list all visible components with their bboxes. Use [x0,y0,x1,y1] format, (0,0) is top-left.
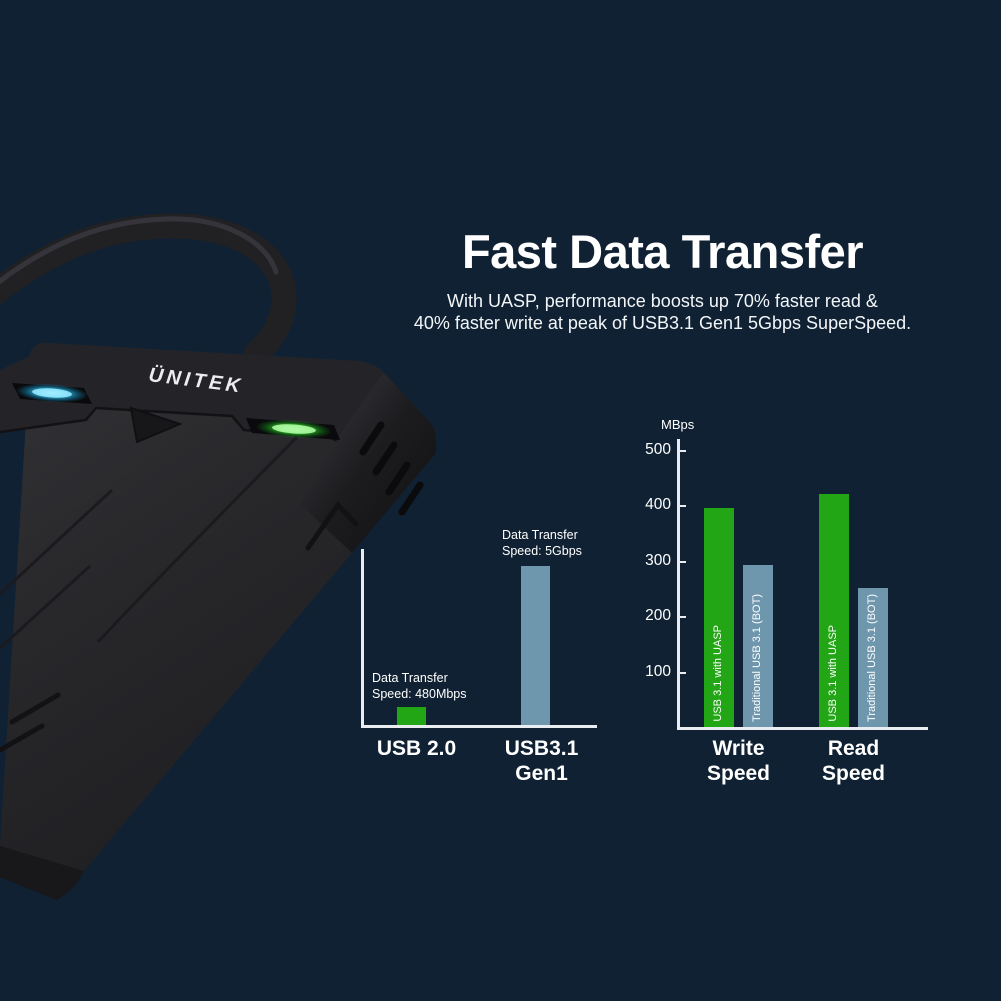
y-tick-mark [680,450,686,452]
x-axis [677,727,928,730]
y-tick-mark [680,671,686,674]
annotation-line: Data Transfer [502,528,578,542]
annotation-line: Speed: 5Gbps [502,544,582,558]
bar-series-label: USB 3.1 with UASP [827,625,839,722]
bar-annotation-usb-2-0: Data Transfer Speed: 480Mbps [372,670,467,702]
y-axis [361,549,364,728]
bar-read-speed-bot: Traditional USB 3.1 (BOT) [858,588,888,727]
y-tick-label: 200 [645,607,671,625]
category-label-usb-3-1-gen1: USB3.1 Gen1 [504,737,579,785]
chart-usb-versions: Data Transfer Speed: 480Mbps Data Transf… [355,520,615,795]
product-photo: ÜNITEK [0,213,436,900]
category-label-read-speed: Read Speed [821,737,886,785]
x-axis [361,725,597,728]
bar-series-label: Traditional USB 3.1 (BOT) [751,594,763,722]
y-tick-mark [680,560,686,563]
bar-series-label: Traditional USB 3.1 (BOT) [866,594,878,722]
chart-speed-comparison: MBps 100 200 300 400 500 USB 3.1 with UASP Tra… [640,415,950,805]
bar-read-speed-uasp: USB 3.1 with UASP [819,494,849,727]
y-tick-label: 100 [645,662,671,680]
subtitle-line-2: 40% faster write at peak of USB3.1 Gen1 … [413,312,912,333]
annotation-line: Data Transfer [372,671,448,685]
y-tick-label: 300 [645,551,671,569]
subtitle: With UASP, performance boosts up 70% fas… [340,291,985,334]
annotation-line: Speed: 480Mbps [372,687,467,701]
y-tick-mark [680,616,686,619]
enclosure-body [0,343,436,900]
bar-series-label: USB 3.1 with UASP [712,625,724,722]
y-tick-mark [680,505,686,508]
y-axis-unit-label: MBps [661,417,695,432]
y-tick-label: 500 [645,441,671,458]
bar-write-speed-bot: Traditional USB 3.1 (BOT) [743,565,773,727]
bar-usb-3-1-gen1 [521,566,550,725]
y-axis [677,439,680,730]
header: Fast Data Transfer With UASP, performanc… [340,224,985,334]
bar-write-speed-uasp: USB 3.1 with UASP [704,508,734,727]
page-title: Fast Data Transfer [461,225,864,278]
status-led-green-icon [246,418,340,440]
triangle-notch [129,406,183,444]
vent-grilles [359,421,424,516]
bar-usb-2-0 [397,707,426,725]
bar-annotation-usb-3-1: Data Transfer Speed: 5Gbps [502,527,582,559]
status-led-blue-icon [12,383,92,404]
usb-cable-icon [0,213,297,367]
category-label-usb-2-0: USB 2.0 [376,737,457,760]
subtitle-line-1: With UASP, performance boosts up 70% fas… [447,291,878,311]
category-label-write-speed: Write Speed [706,737,771,785]
y-tick-label: 400 [645,496,671,514]
